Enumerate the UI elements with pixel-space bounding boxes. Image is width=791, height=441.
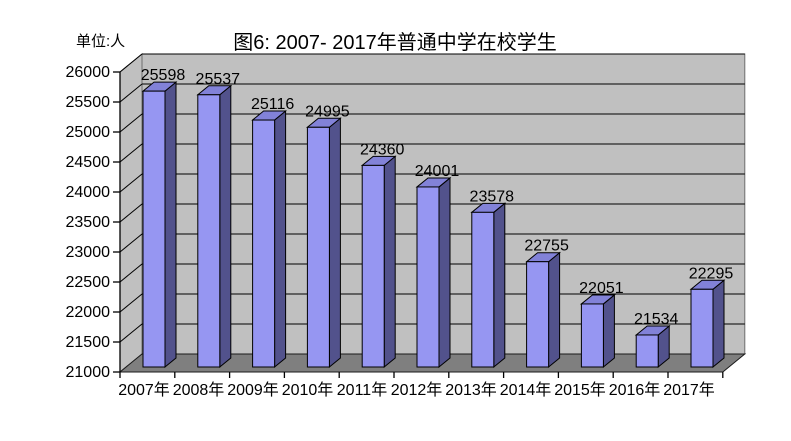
bar-side-face	[438, 176, 451, 369]
bar-front-face	[635, 334, 659, 368]
bar-value-label: 25598	[141, 67, 186, 84]
y-tick-label: 22000	[66, 304, 111, 321]
bar-front-face	[197, 94, 221, 368]
gridline-side	[119, 143, 143, 163]
y-tick-label: 22500	[66, 274, 111, 291]
bar-front-face	[526, 261, 550, 368]
bar-side-face	[274, 109, 287, 369]
bar-value-label: 22051	[579, 280, 624, 297]
bar-value-label: 25116	[251, 96, 294, 113]
bar-front-face	[416, 186, 440, 368]
bar-value-label: 23578	[470, 188, 515, 205]
gridline-side	[119, 113, 143, 133]
gridline-side	[119, 53, 143, 73]
y-tick-label: 21000	[66, 364, 111, 381]
gridline-side	[119, 293, 143, 313]
y-tick-label: 25000	[66, 124, 111, 141]
y-tick-label: 24000	[66, 184, 111, 201]
bar-side-face	[712, 279, 725, 369]
bar-side-face	[219, 84, 232, 369]
x-tick-label: 2017年	[663, 381, 715, 399]
y-tick-label: 25500	[66, 94, 111, 111]
y-tick-label: 21500	[66, 334, 111, 351]
gridline-side	[119, 323, 143, 343]
gridline-side	[119, 233, 143, 253]
x-tick-label: 2007年	[118, 381, 170, 399]
gridline-side	[119, 83, 143, 103]
bar-value-label: 22295	[689, 265, 734, 282]
bar-side-face	[602, 293, 615, 369]
bar-side-face	[164, 81, 177, 369]
bar-side-face	[328, 117, 341, 369]
bar-side-face	[383, 155, 396, 369]
x-tick-label: 2011年	[337, 381, 387, 399]
bar-front-face	[306, 126, 330, 368]
y-tick-label: 23500	[66, 214, 111, 231]
bar-front-face	[361, 164, 385, 368]
bar-value-label: 24001	[415, 163, 460, 180]
x-tick-label: 2015年	[554, 381, 606, 399]
bar-value-label: 25537	[196, 71, 241, 88]
gridline-side	[119, 173, 143, 193]
bar-front-face	[471, 211, 495, 368]
x-tick-label: 2013年	[445, 381, 497, 399]
x-tick-label: 2012年	[391, 381, 443, 399]
bar-value-label: 21534	[634, 311, 679, 328]
x-tick-label: 2016年	[609, 381, 661, 399]
x-tick-label: 2009年	[227, 381, 279, 399]
bar-front-face	[252, 119, 276, 368]
gridline-side	[119, 263, 143, 283]
unit-label: 单位:人	[76, 33, 126, 50]
x-tick-label: 2010年	[282, 381, 334, 399]
bar-front-face	[690, 288, 714, 368]
x-tick-label: 2008年	[173, 381, 225, 399]
chart-title: 图6: 2007- 2017年普通中学在校学生	[233, 32, 557, 54]
bar-side-face	[548, 251, 561, 369]
y-tick-label: 24500	[66, 154, 111, 171]
bar-value-label: 24995	[305, 103, 350, 120]
gridline-side	[119, 203, 143, 223]
y-tick-label: 26000	[66, 64, 111, 81]
x-tick-label: 2014年	[500, 381, 552, 399]
bar-value-label: 24360	[360, 141, 405, 158]
bar-front-face	[580, 303, 604, 368]
bar-side-face	[493, 202, 506, 369]
y-tick-label: 23000	[66, 244, 111, 261]
bar-value-label: 22755	[524, 238, 569, 255]
bar-front-face	[142, 90, 166, 368]
